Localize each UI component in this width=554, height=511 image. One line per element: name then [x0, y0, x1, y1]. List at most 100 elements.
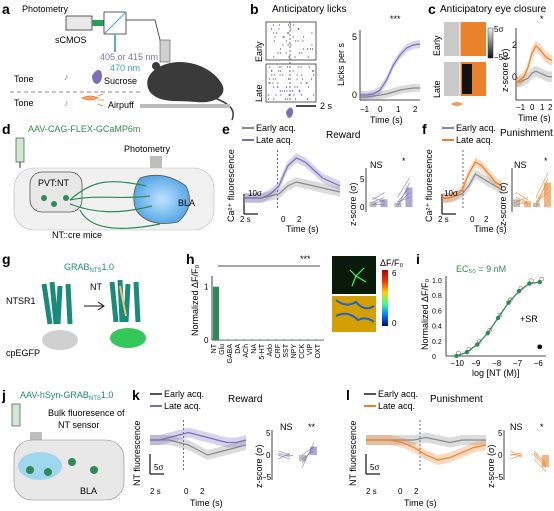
nt-punishment-paired-plot: [503, 430, 549, 480]
eye-xtick-2: 2: [548, 103, 553, 112]
paired-line: [509, 450, 523, 458]
l-xtick-0: 0: [398, 487, 403, 496]
ligand-label: NT: [90, 282, 102, 292]
virus-label: AAV-CAG-FLEX-GCaMP6m: [28, 124, 140, 134]
eye-ytick-2: 2: [512, 40, 517, 50]
k-ylabel2: z-score (σ): [254, 444, 264, 488]
pvt-region: [29, 171, 83, 213]
data-point: [527, 281, 532, 286]
bulk-note-2: NT sensor: [58, 420, 99, 430]
l-sig-ns: NS: [510, 422, 523, 432]
ytick: 0.8: [432, 293, 442, 300]
f-xlabel: Time (s): [474, 224, 507, 234]
neuron-image: [332, 256, 376, 294]
panel-f: f Early acq. Late acq. Punishment Ca²⁺ f…: [422, 121, 553, 234]
bla-label: BLA: [178, 198, 195, 208]
heatmap-early-pre: [444, 22, 460, 56]
panel-d-label: d: [2, 121, 11, 137]
reward-trace-plot: [243, 150, 341, 215]
k-ytick-m5: −5: [262, 473, 272, 482]
panel-e-title: Reward: [326, 130, 360, 141]
xtick: −8: [492, 359, 502, 368]
raster-row-late: Late: [254, 84, 264, 102]
headstage-icon: [159, 39, 171, 63]
l-ylabel2: z-score (σ): [486, 444, 496, 488]
licks-ytick-0: 0: [352, 90, 357, 100]
bar-oxt: [317, 339, 323, 340]
bla-j-label: BLA: [80, 486, 97, 496]
sucrose-drop-icon: [92, 70, 102, 84]
paired-line: [277, 452, 291, 458]
replicate-point: [487, 327, 492, 333]
k-scale-x: 2 s: [150, 487, 161, 496]
bar-glu: [221, 339, 227, 340]
bar-cck: [301, 339, 307, 340]
licks-ylabel: Licks per s: [336, 42, 346, 86]
xtick-gaba: GABA: [227, 344, 234, 364]
heatmap-early-post: [460, 22, 486, 56]
tone1-label: Tone: [14, 74, 34, 84]
paired-line: [533, 452, 547, 466]
raster-ticks: [267, 24, 315, 100]
licks-xtick-1: 1: [396, 105, 401, 114]
outcome2-label: Airpuff: [108, 100, 134, 110]
xtick-da: DA: [235, 344, 242, 354]
xtick-glu: Glu: [219, 344, 226, 355]
panel-l-label: l: [346, 387, 350, 403]
mean-bar-early: [513, 199, 520, 208]
data-point: [506, 300, 511, 305]
reward-paired-plot: [365, 168, 413, 212]
panel-l: l Early acq. Late acq. Punishment NT flu…: [346, 387, 549, 508]
legend-early: Early acq.: [256, 123, 296, 133]
panel-e-label: e: [222, 121, 230, 137]
e-scale-x: 2 s: [240, 215, 251, 224]
heatmap-cbar-top: 5σ: [494, 25, 503, 34]
sensor-name: GRABNTS1.0: [64, 262, 114, 274]
l-scale-x: 2 s: [366, 487, 377, 496]
ytick-1: 1: [204, 283, 209, 292]
bar-vip: [309, 339, 315, 340]
series-early-band: [366, 432, 486, 448]
mean-bar-early: [533, 202, 540, 208]
h-sig: ***: [300, 254, 311, 264]
series-late-line: [150, 431, 247, 444]
f-scale-x: 2 s: [438, 215, 449, 224]
airpuff-icon: [81, 93, 104, 107]
e-xtick-0: 0: [281, 215, 286, 224]
paired-line: [535, 177, 549, 208]
replicate-point: [466, 346, 472, 352]
licks-xlabel: Time (s): [370, 115, 403, 125]
e-ytick-0: 0: [360, 203, 365, 212]
eye-closure-plot: [515, 28, 553, 101]
heatmap-colorbar: [487, 27, 494, 59]
panel-a: a Photometry sCMOS 405 or 415 nm 470 nm …: [2, 1, 234, 121]
wavelength-470-label: 470 nm: [110, 63, 140, 73]
h-ylabel: Normalized ΔF/F₀: [190, 264, 200, 336]
mean-bar-early: [275, 454, 282, 455]
eye-ylabel: z-score (σ): [500, 48, 510, 92]
data-point: [495, 315, 501, 321]
xtick-ach: ACh: [243, 344, 250, 358]
mean-bar-late: [542, 455, 549, 467]
paired-line: [515, 199, 529, 205]
xtick-5-ht: 5-HT: [259, 343, 266, 359]
l-ytick-m5: −5: [494, 473, 504, 482]
panel-a-label: a: [2, 1, 10, 17]
licks-xtick-0: 0: [378, 105, 383, 114]
panel-g-label: g: [2, 251, 11, 267]
xtick: −10: [450, 359, 464, 368]
data-point: [537, 279, 542, 285]
series-late-band: [366, 435, 486, 465]
paired-line: [277, 452, 291, 460]
ytick: 0.6: [432, 308, 442, 315]
sr-point: [537, 344, 543, 350]
eye-sig: *: [540, 14, 544, 24]
filter-icon: [92, 20, 104, 26]
xtick-na: NA: [251, 344, 258, 354]
virus-j-label: AAV-hSyn-GRABNTS1.0: [20, 390, 113, 402]
f-ylabel2: z-score (σ): [498, 182, 508, 226]
ytick: 0.4: [432, 324, 442, 331]
nt-reward-paired-plot: [271, 430, 317, 480]
